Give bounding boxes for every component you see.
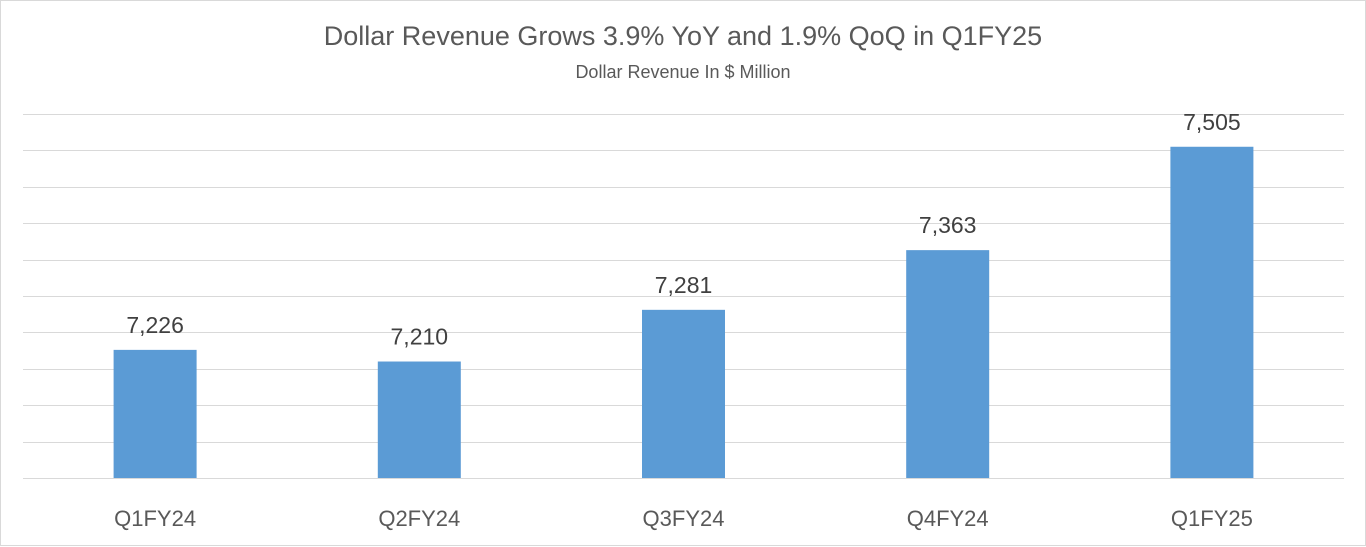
- data-label-q4fy24: 7,363: [919, 212, 977, 238]
- bar-q2fy24: [377, 361, 461, 478]
- bar-q1fy24: [113, 349, 197, 478]
- x-tick-label-q2fy24: Q2FY24: [378, 506, 460, 531]
- chart-title: Dollar Revenue Grows 3.9% YoY and 1.9% Q…: [323, 21, 1043, 51]
- data-labels: 7,226 7,210 7,281 7,363 7,505: [126, 109, 1240, 350]
- x-tick-label-q1fy24: Q1FY24: [114, 506, 196, 531]
- data-label-q2fy24: 7,210: [391, 324, 449, 350]
- data-label-q3fy24: 7,281: [655, 272, 713, 298]
- x-tick-label-q1fy25: Q1FY25: [1171, 506, 1253, 531]
- bar-q3fy24: [642, 309, 725, 478]
- bar-q1fy25: [1170, 146, 1254, 478]
- data-label-q1fy24: 7,226: [126, 312, 184, 338]
- gridlines: [23, 114, 1344, 479]
- bar-q4fy24: [906, 250, 990, 478]
- x-tick-label-q3fy24: Q3FY24: [643, 506, 725, 531]
- x-axis: Q1FY24 Q2FY24 Q3FY24 Q4FY24 Q1FY25: [114, 506, 1253, 531]
- bars: [113, 146, 1254, 478]
- x-tick-label-q4fy24: Q4FY24: [907, 506, 989, 531]
- data-label-q1fy25: 7,505: [1183, 109, 1241, 135]
- chart-subtitle: Dollar Revenue In $ Million: [575, 62, 791, 82]
